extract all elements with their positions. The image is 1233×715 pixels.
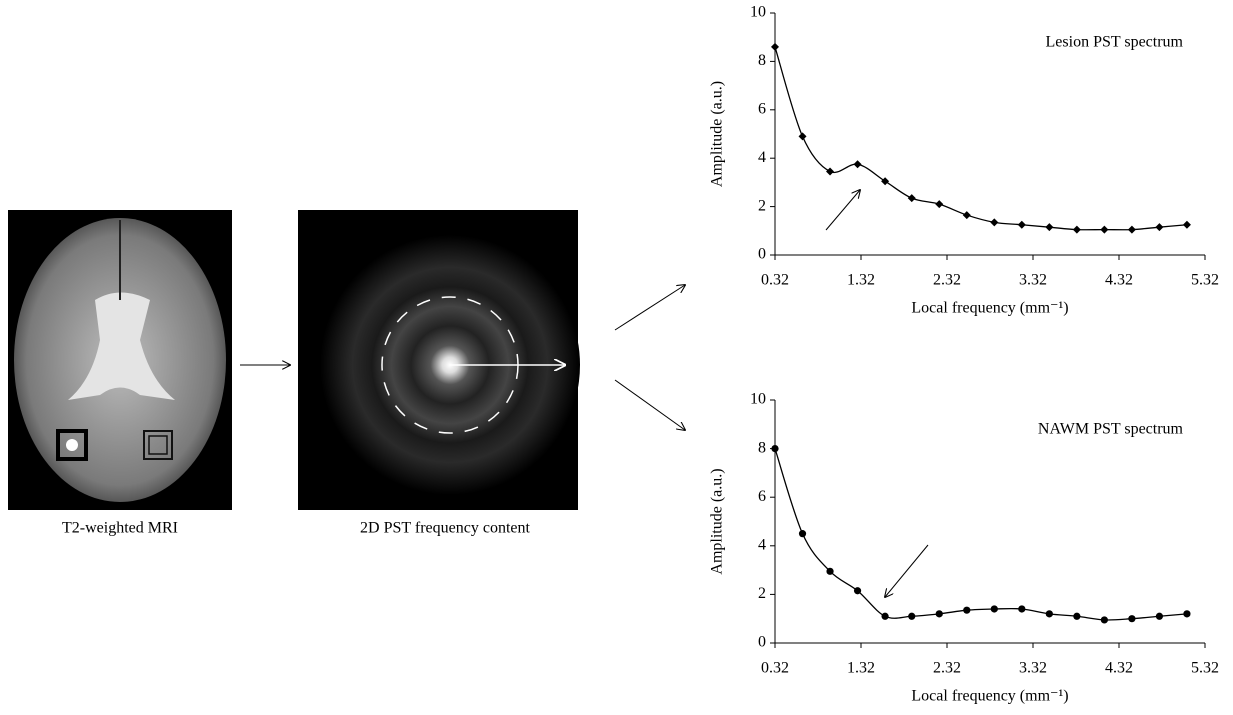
x-tick-label: 5.32	[1191, 272, 1219, 289]
series-line	[774, 46, 1187, 231]
arrow	[614, 285, 685, 331]
marker	[798, 132, 807, 141]
marker	[908, 612, 916, 620]
marker	[1073, 612, 1081, 620]
annotation-arrow	[885, 544, 929, 597]
marker	[881, 612, 889, 620]
x-tick-label: 5.32	[1191, 660, 1219, 677]
mri-image	[8, 210, 232, 510]
caption: 2D PST frequency content	[360, 520, 530, 537]
marker	[771, 42, 779, 51]
marker	[1183, 610, 1191, 618]
x-tick-label: 1.32	[847, 272, 875, 289]
caption: T2-weighted MRI	[62, 520, 178, 537]
x-tick-label: 3.32	[1019, 660, 1047, 677]
marker	[935, 610, 943, 618]
y-tick-label: 6	[758, 488, 766, 505]
y-tick-label: 10	[750, 391, 766, 408]
marker	[962, 211, 971, 220]
marker	[1045, 223, 1054, 232]
x-tick-label: 0.32	[761, 272, 789, 289]
marker	[1072, 225, 1081, 234]
y-tick-label: 8	[758, 439, 766, 456]
x-tick-label: 0.32	[761, 660, 789, 677]
marker	[853, 160, 862, 169]
pst-image	[298, 210, 580, 510]
y-axis-label: Amplitude (a.u.)	[709, 81, 726, 187]
y-tick-label: 8	[758, 52, 766, 69]
y-tick-label: 6	[758, 100, 766, 117]
marker	[771, 445, 779, 453]
marker	[1127, 225, 1136, 234]
y-tick-label: 4	[758, 536, 766, 553]
x-axis-label: Local frequency (mm⁻¹)	[911, 300, 1068, 317]
x-axis-label: Local frequency (mm⁻¹)	[911, 688, 1068, 705]
marker	[853, 587, 862, 595]
marker	[935, 200, 944, 209]
marker	[881, 177, 890, 186]
marker	[1018, 605, 1026, 613]
marker	[1155, 612, 1164, 620]
y-tick-label: 4	[758, 149, 766, 166]
x-tick-label: 4.32	[1105, 660, 1133, 677]
y-tick-label: 2	[758, 585, 766, 602]
marker	[963, 606, 971, 614]
marker	[1155, 223, 1164, 232]
marker	[1100, 616, 1108, 624]
marker	[990, 218, 999, 227]
x-tick-label: 4.32	[1105, 272, 1133, 289]
marker	[907, 194, 916, 203]
y-axis-label: Amplitude (a.u.)	[709, 468, 726, 574]
marker	[1100, 225, 1109, 234]
marker	[826, 167, 835, 176]
legend-entry: NAWM PST spectrum	[1038, 421, 1184, 438]
y-tick-label: 0	[758, 246, 766, 263]
marker	[826, 567, 834, 575]
x-tick-label: 3.32	[1019, 272, 1047, 289]
marker	[1128, 615, 1136, 623]
y-tick-label: 10	[750, 4, 766, 21]
y-tick-label: 2	[758, 197, 766, 214]
marker	[1017, 220, 1026, 229]
arrow	[614, 379, 685, 430]
marker	[990, 605, 998, 613]
marker	[1045, 610, 1053, 618]
x-tick-label: 2.32	[933, 660, 961, 677]
legend-entry: Lesion PST spectrum	[1046, 34, 1184, 51]
x-tick-label: 2.32	[933, 272, 961, 289]
marker	[798, 530, 807, 538]
annotation-arrow	[825, 190, 860, 231]
marker	[1182, 220, 1191, 229]
x-tick-label: 1.32	[847, 660, 875, 677]
y-tick-label: 0	[758, 634, 766, 651]
series-line	[774, 448, 1187, 621]
